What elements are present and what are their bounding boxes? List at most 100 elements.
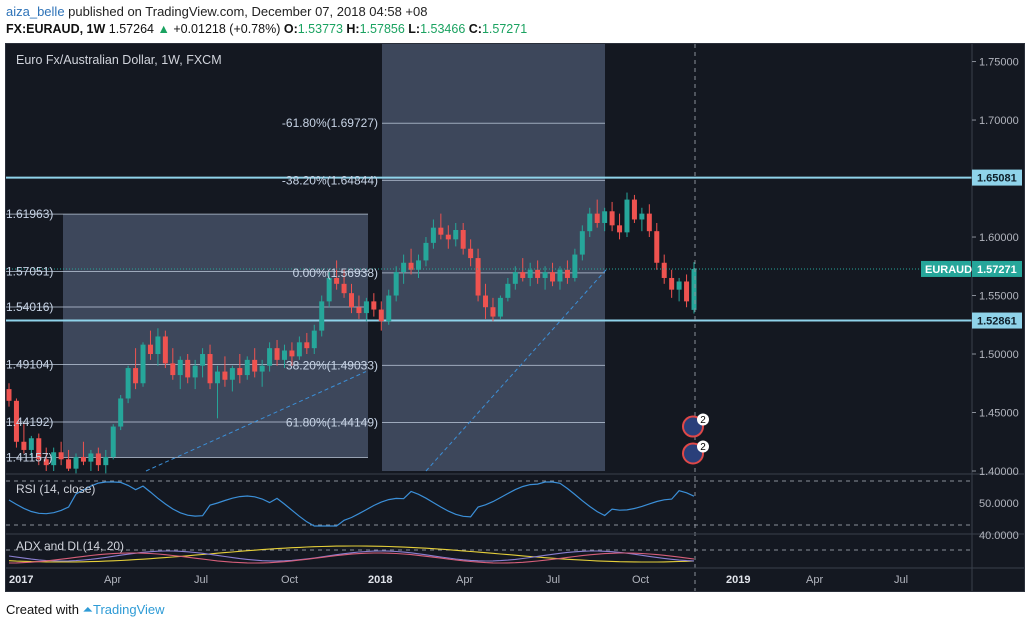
candle-body [281, 350, 287, 360]
candle [468, 239, 474, 267]
candle-body [378, 309, 384, 322]
candle [289, 342, 295, 366]
price-tick-label: 1.75000 [979, 57, 1019, 69]
candle [58, 441, 64, 466]
candle-body [259, 365, 265, 372]
candle-body [252, 359, 258, 372]
close-label: C: [468, 22, 482, 36]
fib-right-label: 0.00%(1.56938) [293, 266, 378, 280]
candle [654, 222, 660, 270]
candle-body [341, 283, 347, 294]
fib-left-label: 1.54016) [6, 300, 53, 314]
symbol-tag-bg [921, 260, 971, 277]
candle [133, 348, 139, 390]
candle-body [51, 452, 57, 466]
candle-body [475, 258, 481, 296]
candle-body [684, 281, 690, 302]
candle [51, 447, 57, 471]
candle-body [170, 363, 176, 376]
candle-body [408, 262, 414, 270]
candle [423, 237, 429, 267]
candle [609, 201, 615, 232]
candle-body [125, 368, 131, 399]
candle [237, 354, 243, 384]
tradingview-brand[interactable]: TradingView [93, 602, 165, 617]
fib-right-label: 38.20%(1.49033) [286, 358, 378, 372]
time-tick-label: 2019 [726, 574, 750, 586]
candle-body [550, 272, 556, 282]
candle [564, 260, 570, 284]
price-chart[interactable]: 22 1.750001.700001.650001.600001.550001.… [6, 44, 1024, 591]
candle [594, 199, 600, 228]
candle-body [289, 350, 295, 357]
trendline-left [145, 371, 367, 472]
candle-body [6, 389, 12, 401]
candle-body [110, 426, 116, 457]
candle-body [334, 277, 340, 284]
candle-body [371, 301, 377, 310]
candle [214, 365, 220, 419]
candle [453, 222, 459, 247]
candle [244, 356, 250, 380]
candle-body [631, 199, 637, 220]
candle [445, 225, 451, 249]
candle-body [609, 211, 615, 226]
candle-body [95, 453, 101, 466]
candle-body [512, 272, 518, 284]
candle [88, 449, 94, 471]
candle-body [497, 297, 503, 317]
chart-area[interactable]: 22 1.750001.700001.650001.600001.550001.… [5, 43, 1025, 592]
candle [110, 424, 116, 460]
di-plus-line [8, 550, 695, 562]
price-tick-label: 1.60000 [979, 232, 1019, 244]
candle [408, 248, 414, 275]
symbol-ohlc-line: FX:EURAUD, 1W 1.57264 ▲ +0.01218 (+0.78%… [6, 22, 527, 36]
price-tag-bg [972, 260, 1022, 277]
price-tag-label: 1.65081 [977, 173, 1017, 185]
candle-body [103, 456, 109, 466]
candle [21, 424, 27, 454]
candle [170, 348, 176, 380]
candle [378, 301, 384, 331]
candle [520, 258, 526, 282]
candle [28, 435, 34, 457]
candle-body [140, 344, 146, 384]
rsi-tick-label: 50.0000 [979, 498, 1019, 510]
candle-body [557, 269, 563, 282]
candle-body [326, 277, 332, 302]
candle-body [311, 330, 317, 349]
fib-right-box [382, 44, 605, 471]
candle-body [646, 213, 652, 232]
time-tick-label: Oct [632, 574, 649, 586]
up-triangle-icon: ▲ [157, 22, 170, 36]
open-label: O: [283, 22, 298, 36]
price-tag-bg [972, 312, 1022, 329]
candle-body [304, 342, 310, 349]
price-tick-label: 1.50000 [979, 349, 1019, 361]
high-label: H: [346, 22, 360, 36]
candle [639, 207, 645, 232]
candle [252, 348, 258, 378]
candle-body [587, 213, 593, 232]
candle [527, 262, 533, 287]
candle [200, 348, 206, 378]
candle [118, 394, 124, 431]
username-link[interactable]: aiza_belle [6, 4, 65, 19]
candle-body [43, 459, 49, 466]
time-tick-label: Apr [806, 574, 823, 586]
trendline-right [425, 269, 607, 472]
candle-body [624, 199, 630, 233]
price-tick-label: 1.70000 [979, 115, 1019, 127]
low-value: 1.53466 [420, 22, 466, 36]
candle [73, 453, 79, 474]
published-text: published on TradingView.com, December 0… [68, 4, 428, 19]
candle-body [393, 272, 399, 296]
event-badge-count: 2 [700, 415, 706, 426]
di-minus-line [8, 552, 695, 564]
candle [602, 207, 608, 232]
time-tick-label: Oct [281, 574, 298, 586]
candle [222, 356, 228, 387]
candle-body [147, 344, 153, 355]
fib-left-label: 1.61963) [6, 207, 53, 221]
event-badge [697, 440, 709, 453]
